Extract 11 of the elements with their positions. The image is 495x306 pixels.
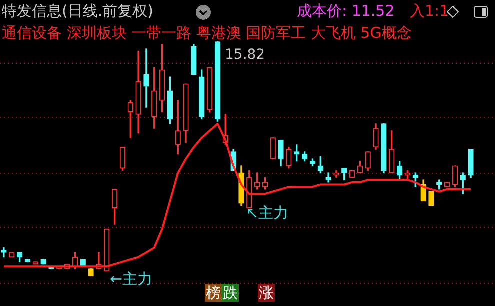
chart-title: 特发信息(日线.前复权) [2,2,154,21]
text: 成本价: 11.52 [297,2,395,20]
text: 入1:1 [410,2,450,20]
candlestick [144,48,150,108]
annotation: ↖主力 [246,204,289,222]
text: 榜 [205,284,222,302]
text: 跌 [222,284,239,302]
annotation: ←主力 [110,270,153,288]
annotation: 15.82 [225,46,266,64]
text: 涨 [258,284,275,302]
annotation: 通信设备 深圳板块 一带一路 粤港澳 国防军工 大飞机 5G概念 [2,24,412,42]
